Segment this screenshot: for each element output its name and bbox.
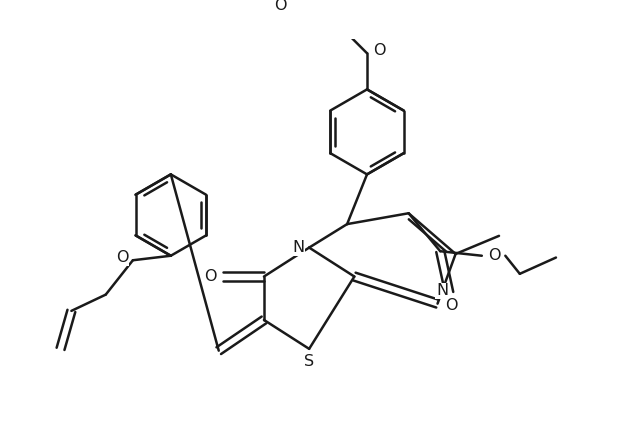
- Text: N: N: [436, 284, 448, 298]
- Text: O: O: [116, 250, 128, 265]
- Text: O: O: [373, 43, 386, 58]
- Text: S: S: [304, 354, 314, 369]
- Text: O: O: [445, 298, 458, 313]
- Text: O: O: [204, 269, 217, 284]
- Text: O: O: [274, 0, 287, 13]
- Text: N: N: [292, 240, 305, 255]
- Text: O: O: [488, 248, 500, 263]
